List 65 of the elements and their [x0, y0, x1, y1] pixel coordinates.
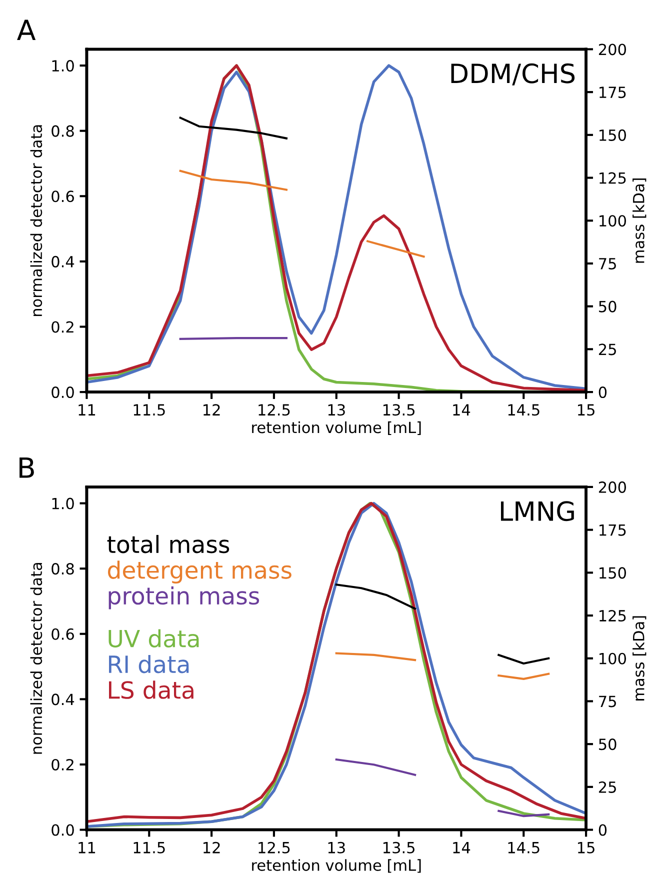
y-tick-label: 0.0 — [52, 386, 74, 398]
x-tick-label: 11 — [78, 842, 96, 854]
y-axis-title: normalized detector data — [30, 562, 42, 754]
y-tick-label: 0.2 — [52, 758, 74, 770]
y-tick-label: 1.0 — [52, 498, 74, 510]
y2-tick-label: 150 — [600, 567, 626, 579]
x-tick-label: 13 — [328, 842, 345, 854]
y2-axis-title: mass [kDa] — [632, 178, 646, 263]
x-axis-title: retention volume [mL] — [252, 859, 421, 873]
x-tick-label: 11 — [78, 404, 96, 416]
y2-tick-label: 100 — [600, 215, 626, 227]
y-tick-label: 0.4 — [52, 694, 74, 706]
y-tick-label: 0.4 — [52, 256, 74, 268]
line-series — [179, 116, 288, 140]
y2-tick-label: 25 — [598, 344, 616, 356]
y-tick-label: 0.6 — [52, 190, 74, 202]
y2-tick-label: 125 — [600, 610, 626, 622]
y-axis-title: normalized detector data — [30, 125, 42, 316]
y2-tick-label: 0 — [598, 824, 607, 836]
x-axis-title: retention volume [mL] — [252, 421, 421, 436]
x-tick-label: 14 — [453, 404, 470, 416]
x-tick-label: 12 — [204, 404, 220, 416]
y-tick-label: 0.2 — [52, 321, 74, 333]
x-tick-label: 15 — [578, 842, 594, 854]
x-tick-label: 12.5 — [258, 842, 290, 854]
chart-title: A — [17, 20, 36, 40]
text: detergent mass — [108, 560, 292, 584]
y2-tick-label: 75 — [599, 258, 616, 270]
y2-tick-label: 175 — [600, 86, 626, 98]
text: LS data — [109, 680, 194, 699]
y2-tick-label: 25 — [598, 781, 616, 793]
y2-tick-label: 125 — [600, 172, 626, 184]
y2-tick-label: 75 — [599, 696, 616, 708]
x-tick-label: 14.5 — [508, 404, 540, 416]
x-tick-label: 14 — [453, 842, 470, 854]
x-tick-label: 11.5 — [134, 404, 165, 416]
text: protein mass — [108, 586, 260, 610]
y2-tick-label: 200 — [598, 44, 626, 56]
y2-tick-label: 175 — [600, 524, 626, 536]
text: UV data — [108, 629, 199, 648]
y2-tick-label: 0 — [598, 386, 607, 398]
y-tick-label: 0.8 — [52, 563, 74, 575]
chart-title: B — [20, 458, 34, 478]
y2-tick-label: 50 — [599, 738, 616, 750]
annotation: DDM/CHS — [451, 63, 575, 86]
x-tick-label: 11.5 — [134, 842, 165, 854]
text: RI data — [109, 654, 189, 674]
y-tick-label: 0.8 — [52, 125, 74, 137]
y2-tick-label: 150 — [600, 129, 626, 141]
y2-tick-label: 200 — [598, 481, 626, 493]
x-tick-label: 13 — [328, 404, 345, 416]
annotation: LMNG — [500, 501, 574, 522]
y-tick-label: 0.6 — [52, 628, 74, 640]
x-tick-label: 12 — [204, 842, 220, 854]
y-tick-label: 1.0 — [52, 60, 74, 72]
x-tick-label: 13.5 — [383, 404, 414, 416]
y2-tick-label: 50 — [599, 300, 616, 312]
x-tick-label: 14.5 — [508, 842, 540, 854]
y-tick-label: 0.0 — [52, 824, 74, 836]
x-tick-label: 12.5 — [258, 404, 290, 416]
x-tick-label: 15 — [578, 404, 594, 416]
y2-axis-title: mass [kDa] — [632, 616, 646, 700]
text: total mass — [107, 534, 230, 554]
y2-tick-label: 100 — [600, 652, 626, 664]
x-tick-label: 13.5 — [383, 842, 414, 854]
